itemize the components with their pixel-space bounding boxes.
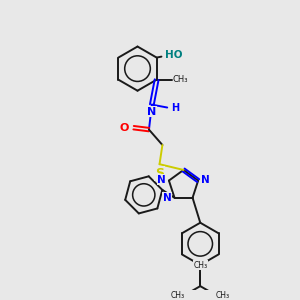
Text: CH₃: CH₃ [173,75,188,84]
Text: O: O [119,123,129,133]
Text: HO: HO [165,50,183,60]
Text: N: N [163,193,172,203]
Text: CH₃: CH₃ [216,291,230,300]
Text: H: H [171,103,179,112]
Text: S: S [155,167,164,180]
Text: N: N [201,175,210,184]
Text: CH₃: CH₃ [170,291,184,300]
Text: N: N [147,106,157,117]
Text: CH₃: CH₃ [193,261,207,270]
Text: N: N [157,175,166,184]
